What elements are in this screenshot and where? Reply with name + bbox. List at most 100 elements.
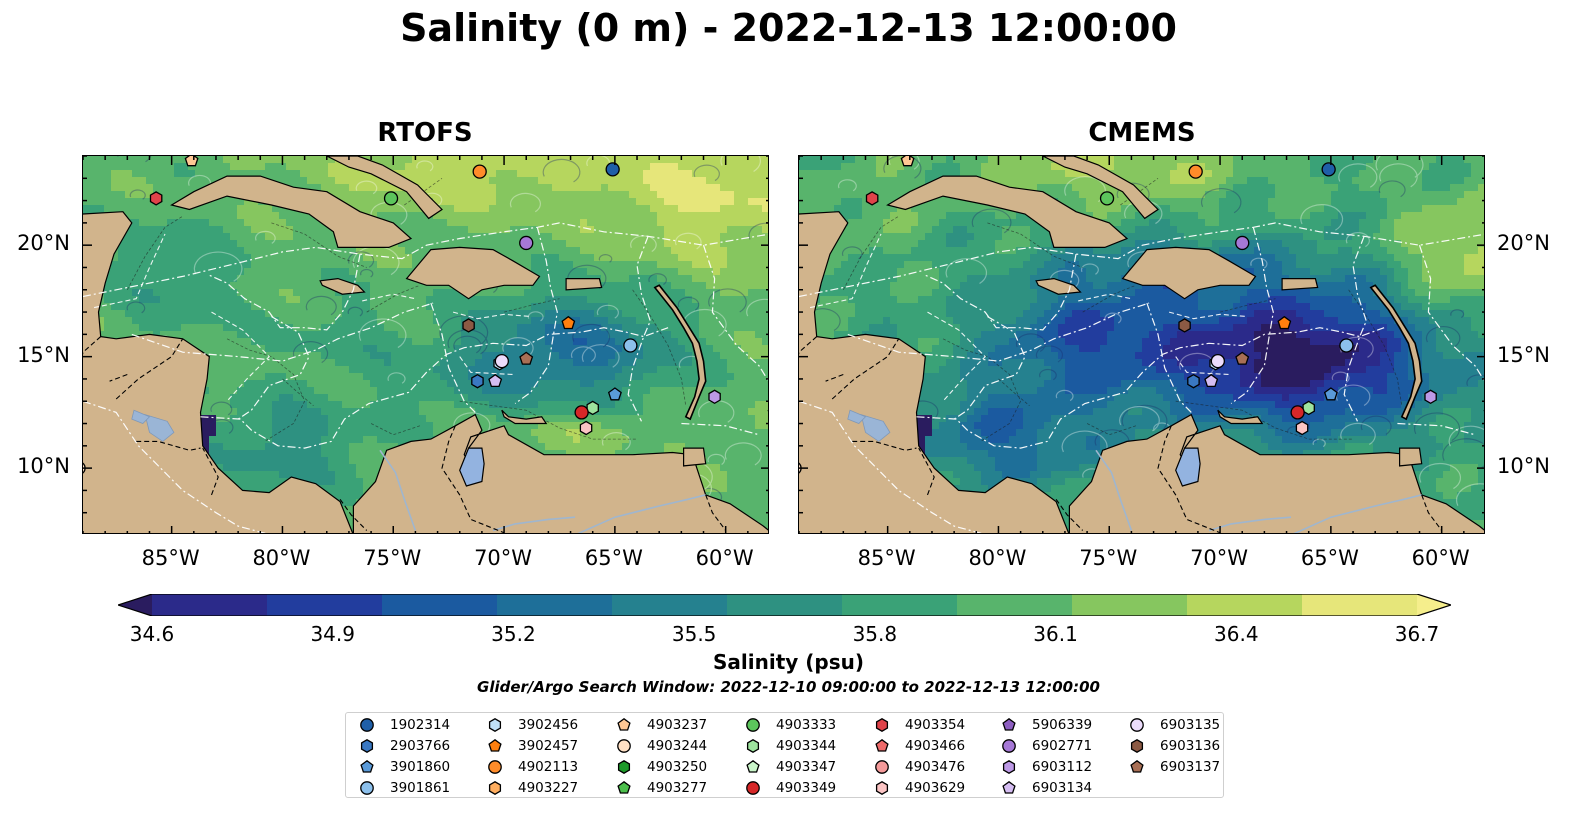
- legend-marker-icon: [617, 739, 631, 753]
- x-tick-label: 85°W: [857, 546, 916, 570]
- legend-marker-hexagon: [875, 781, 889, 795]
- legend-marker-pentagon: [1002, 780, 1016, 794]
- x-tick-label: 70°W: [474, 546, 533, 570]
- legend-marker-circle: [360, 718, 374, 732]
- colorbar-tick-label: 35.5: [671, 622, 717, 646]
- legend-marker-icon: [875, 738, 889, 752]
- float-marker-6903136: [462, 318, 475, 333]
- legend-label: 4903237: [647, 717, 708, 733]
- float-marker-6903137: [519, 351, 534, 365]
- legend-marker-circle: [488, 760, 502, 774]
- legend-item: 4903237: [615, 715, 707, 735]
- colorbar-segment: [957, 594, 1073, 616]
- legend-item: 6903134: [1000, 778, 1092, 798]
- legend-marker-circle: [1002, 739, 1016, 753]
- legend-label: 4903344: [776, 738, 837, 754]
- legend-item: 4903333: [744, 715, 836, 735]
- float-marker-4903237: [900, 156, 915, 167]
- legend-label: 6903112: [1032, 759, 1093, 775]
- legend-marker-icon: [488, 760, 502, 774]
- legend-label: 6903136: [1160, 738, 1221, 754]
- eez-boundaries: [83, 222, 768, 533]
- float-marker-4903629: [579, 420, 593, 436]
- search-window-caption: Glider/Argo Search Window: 2022-12-10 09…: [477, 678, 1100, 696]
- float-marker-4903333: [383, 191, 399, 206]
- legend-label: 6902771: [1032, 738, 1093, 754]
- colorbar-extend-low: [118, 594, 152, 616]
- float-marker-4903344: [586, 400, 599, 416]
- float-marker-6902771: [519, 235, 534, 251]
- legend-marker-hexagon: [617, 760, 631, 774]
- legend-label: 4903476: [905, 759, 966, 775]
- inland-water: [131, 409, 706, 533]
- y-tick-label-right: 20°N: [1497, 231, 1550, 256]
- legend-marker-icon: [488, 781, 502, 795]
- legend-item: 3901861: [358, 778, 450, 798]
- legend-item: 4902113: [486, 757, 578, 777]
- float-legend: 1902314 2903766 3901860 3901861 3902456 39024…: [345, 712, 1224, 798]
- legend-label: 6903135: [1160, 717, 1221, 733]
- legend-item: 6903135: [1128, 715, 1220, 735]
- x-tick-label: 80°W: [252, 546, 311, 570]
- float-marker-4902113: [472, 164, 487, 179]
- float-marker-6903135: [494, 353, 509, 369]
- colorbar-tick-label: 35.2: [491, 622, 536, 646]
- legend-marker-hexagon: [1002, 760, 1016, 774]
- float-marker-4903344: [1302, 400, 1315, 416]
- x-tick-label: 85°W: [141, 546, 200, 570]
- legend-marker-icon: [875, 781, 889, 795]
- float-marker-6902771: [1235, 235, 1250, 251]
- colorbar: [116, 593, 1453, 617]
- colorbar-segment: [842, 594, 958, 616]
- legend-marker-icon: [1130, 718, 1144, 732]
- x-tick-label: 75°W: [363, 546, 422, 570]
- legend-marker-pentagon: [360, 759, 374, 773]
- legend-item: 4903227: [486, 778, 578, 798]
- map-panel-rtofs[interactable]: [82, 155, 769, 534]
- y-tick-label-right: 15°N: [1497, 342, 1550, 367]
- legend-label: 4903277: [647, 780, 708, 796]
- legend-item: 4903347: [744, 757, 836, 777]
- legend-marker-icon: [1002, 760, 1016, 774]
- legend-marker-icon: [1130, 759, 1144, 773]
- colorbar-tick-label: 36.7: [1394, 622, 1440, 646]
- legend-marker-icon: [360, 718, 374, 732]
- float-marker-3901860: [1323, 387, 1338, 401]
- float-marker-4903349: [1290, 405, 1305, 420]
- legend-marker-icon: [617, 760, 631, 774]
- float-marker-4903237: [184, 156, 199, 167]
- y-tick-label-right: 10°N: [1497, 454, 1550, 479]
- colorbar-segment: [152, 594, 268, 616]
- float-marker-2903766: [471, 373, 484, 389]
- legend-marker-icon: [1002, 780, 1016, 794]
- legend-item: 4903349: [744, 778, 836, 798]
- legend-marker-pentagon: [488, 738, 502, 752]
- legend-label: 4903333: [776, 717, 837, 733]
- legend-marker-hexagon: [360, 739, 374, 753]
- x-tick-label: 80°W: [968, 546, 1027, 570]
- float-markers: [83, 156, 768, 474]
- land: [799, 156, 1484, 533]
- legend-label: 6903134: [1032, 780, 1093, 796]
- legend-item: 4903344: [744, 736, 836, 756]
- x-tick-label: 70°W: [1190, 546, 1249, 570]
- float-marker-6903135: [1210, 353, 1225, 369]
- legend-marker-icon: [875, 760, 889, 774]
- float-marker-1902314: [1321, 162, 1336, 177]
- legend-marker-icon: [746, 781, 760, 795]
- panel-title-cmems: CMEMS: [1088, 118, 1196, 148]
- legend-marker-pentagon: [617, 717, 631, 731]
- float-marker-4903347: [767, 409, 768, 412]
- map-panel-cmems[interactable]: [798, 155, 1485, 534]
- float-marker-6903112: [1424, 389, 1437, 405]
- legend-marker-circle: [746, 718, 760, 732]
- country-borders: [83, 336, 727, 533]
- x-tick-label: 65°W: [584, 546, 643, 570]
- depth-contours: [842, 177, 1403, 442]
- y-tick-label-left: 10°N: [17, 454, 70, 479]
- legend-label: 4903629: [905, 780, 966, 796]
- land: [83, 156, 768, 533]
- legend-item: 4903466: [873, 736, 965, 756]
- float-marker-6903134: [1204, 373, 1219, 388]
- legend-marker-icon: [1130, 739, 1144, 753]
